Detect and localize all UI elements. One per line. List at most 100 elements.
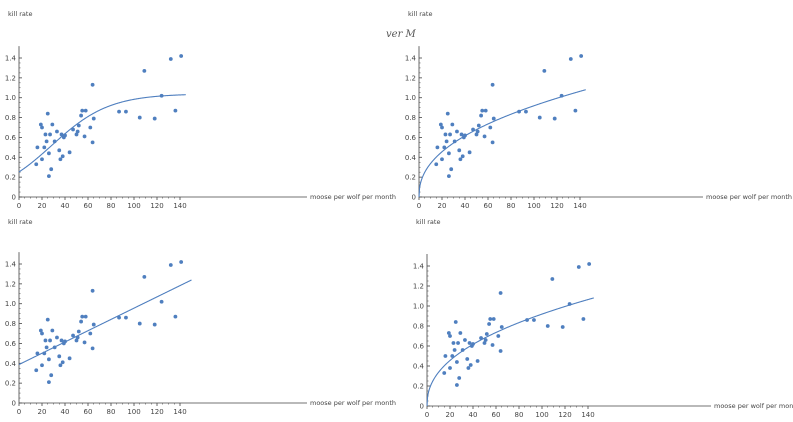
y-tick-label: 0.6 <box>413 343 425 351</box>
data-point <box>38 328 43 333</box>
data-point <box>83 314 88 319</box>
data-point <box>55 335 59 340</box>
data-point <box>91 322 96 327</box>
x-tick-label: 40 <box>61 202 70 210</box>
data-point <box>83 108 88 113</box>
x-tick-label: 60 <box>84 408 93 416</box>
x-tick-label: 40 <box>461 202 470 210</box>
y-tick-label: 1.4 <box>413 263 425 271</box>
y-tick-label: 0.8 <box>5 320 16 328</box>
data-point <box>479 336 483 340</box>
data-point <box>45 111 50 116</box>
y-tick-label: 1.4 <box>5 55 17 63</box>
data-point <box>560 325 565 329</box>
x-tick-label: 40 <box>61 408 70 416</box>
data-point <box>443 354 448 358</box>
data-point <box>479 113 483 118</box>
data-point <box>448 334 452 338</box>
x-tick-label: 140 <box>173 408 186 416</box>
data-point <box>442 371 447 375</box>
x-tick-label: 60 <box>484 202 493 210</box>
data-point <box>82 134 87 139</box>
x-tick-label: 100 <box>127 408 140 416</box>
data-point <box>545 324 550 328</box>
data-point <box>34 162 39 167</box>
data-point <box>482 134 487 139</box>
data-point <box>579 54 584 58</box>
x-tick-label: 120 <box>550 202 563 210</box>
data-point <box>52 345 57 350</box>
data-point <box>568 57 573 61</box>
x-tick-label: 80 <box>507 202 516 210</box>
y-tick-label: 0.8 <box>5 114 16 122</box>
x-tick-label: 60 <box>492 411 501 417</box>
data-point <box>79 319 83 324</box>
data-point <box>559 93 564 98</box>
data-point <box>550 277 555 281</box>
data-point <box>173 314 178 319</box>
data-point <box>447 151 451 156</box>
data-point <box>137 321 142 326</box>
x-tick-label: 60 <box>84 202 93 210</box>
data-point <box>484 332 489 336</box>
data-point <box>60 154 65 159</box>
data-point <box>517 109 521 114</box>
y-tick-label: 0 <box>420 403 424 411</box>
data-point <box>142 275 147 279</box>
chart-panel-1: kill rate moose per wolf per month 0 20 40 60… <box>5 10 396 210</box>
data-point <box>445 111 450 116</box>
data-point <box>34 368 39 373</box>
chart-panel-4: kill rate moose per wolf per month 0 20 40 60… <box>413 218 793 419</box>
data-point <box>57 148 62 153</box>
data-point <box>471 342 475 346</box>
data-point <box>40 363 44 368</box>
data-point <box>124 109 128 114</box>
data-point <box>490 343 495 347</box>
data-point <box>498 349 503 353</box>
y-tick-label: 1.0 <box>5 94 16 102</box>
data-point <box>438 122 443 127</box>
x-tick-label: 0 <box>17 202 21 210</box>
data-point <box>499 325 504 329</box>
data-point <box>35 351 40 356</box>
x-tick-label: 120 <box>558 411 571 417</box>
x-tick-label: 0 <box>425 411 429 417</box>
data-point <box>467 150 472 155</box>
data-point <box>491 116 496 121</box>
x-tick-label: 0 <box>417 202 421 210</box>
data-point <box>88 125 93 130</box>
x-tick-label: 20 <box>38 408 47 416</box>
y-tick-label: 0.2 <box>5 380 16 388</box>
data-point <box>446 331 451 335</box>
data-point <box>455 360 459 364</box>
data-point <box>117 109 121 114</box>
data-point <box>49 167 54 172</box>
chart-panel-2: kill rate moose per wolf per month 0 20 40 60… <box>405 10 792 210</box>
data-point <box>179 260 184 264</box>
data-point <box>42 145 47 150</box>
data-point <box>168 57 173 61</box>
data-point <box>452 348 457 352</box>
data-point <box>456 341 460 345</box>
data-point <box>542 69 547 73</box>
data-point <box>448 132 452 137</box>
y-tick-label: 0 <box>12 400 16 408</box>
data-point <box>483 108 488 113</box>
data-point <box>90 82 95 87</box>
y-tick-label: 0.2 <box>5 174 16 182</box>
y-tick-label: 1.2 <box>5 74 16 82</box>
data-point <box>449 167 454 172</box>
y-tick-label: 0.8 <box>413 323 424 331</box>
x-tick-label: 20 <box>446 411 455 417</box>
y-tick-label: 1.0 <box>405 94 416 102</box>
fit-curve <box>18 279 192 366</box>
fit-curve <box>418 89 586 198</box>
x-tick-label: 80 <box>107 202 116 210</box>
y-axis-label: kill rate <box>416 218 440 226</box>
data-point <box>67 150 72 155</box>
data-point <box>75 335 80 340</box>
data-point <box>47 380 51 385</box>
data-point <box>451 341 456 345</box>
data-point <box>74 132 79 137</box>
data-point <box>491 317 496 321</box>
